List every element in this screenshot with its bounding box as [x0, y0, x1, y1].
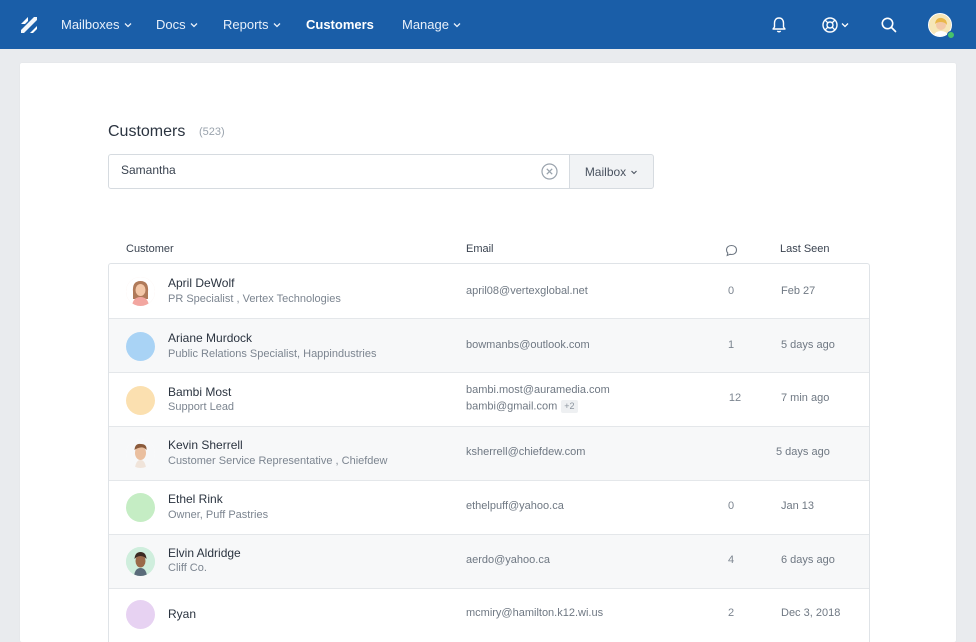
mailbox-filter-button[interactable]: Mailbox [569, 154, 654, 189]
conversation-count: 12 [728, 392, 742, 404]
nav-mailboxes[interactable]: Mailboxes [61, 0, 132, 49]
last-seen: 6 days ago [781, 554, 835, 566]
nav-mailboxes-label: Mailboxes [61, 17, 120, 32]
nav-manage[interactable]: Manage [402, 0, 461, 49]
column-header-email[interactable]: Email [466, 243, 494, 255]
search-input[interactable] [121, 163, 521, 177]
customer-email-secondary-text: bambi@gmail.com [466, 400, 558, 413]
nav-docs[interactable]: Docs [156, 0, 198, 49]
table-row[interactable]: Bambi Most Support Lead bambi.most@auram… [109, 373, 869, 427]
last-seen: 5 days ago [776, 446, 830, 458]
customer-count: (523) [199, 126, 225, 138]
last-seen: 5 days ago [781, 339, 835, 351]
customer-email: ethelpuff@yahoo.ca [466, 500, 564, 512]
nav-docs-label: Docs [156, 17, 186, 32]
customer-email: ksherrell@chiefdew.com [466, 446, 586, 458]
customer-name[interactable]: Kevin Sherrell [168, 438, 243, 452]
customer-email: bambi.most@auramedia.com [466, 384, 610, 396]
customer-subtitle: Customer Service Representative , Chiefd… [168, 455, 388, 467]
customer-email: aerdo@yahoo.ca [466, 554, 550, 566]
customer-subtitle: Owner, Puff Pastries [168, 509, 269, 521]
top-navbar: Mailboxes Docs Reports Customers Manage [0, 0, 976, 49]
customer-avatar [126, 547, 155, 576]
column-header-last-seen[interactable]: Last Seen [780, 243, 830, 255]
search-box [108, 154, 570, 189]
mailbox-filter-label: Mailbox [584, 164, 627, 179]
conversation-count: 2 [727, 607, 735, 619]
table-row[interactable]: Elvin Aldridge Cliff Co. aerdo@yahoo.ca … [109, 535, 869, 589]
more-emails-badge[interactable]: +2 [561, 400, 578, 413]
customer-avatar [126, 386, 155, 415]
clear-search-icon[interactable] [540, 162, 559, 181]
customer-subtitle: Support Lead [168, 401, 235, 413]
chevron-down-icon [631, 170, 638, 174]
table-row[interactable]: Kevin Sherrell Customer Service Represen… [109, 427, 869, 481]
customer-name[interactable]: Ethel Rink [168, 492, 223, 506]
table-row[interactable]: Ryan mcmiry@hamilton.k12.wi.us 2 Dec 3, … [109, 589, 869, 642]
customer-name[interactable]: April DeWolf [168, 276, 235, 290]
table-row[interactable]: Ethel Rink Owner, Puff Pastries ethelpuf… [109, 481, 869, 535]
nav-customers-label: Customers [306, 17, 374, 32]
column-header-customer[interactable]: Customer [126, 243, 174, 255]
customer-email-secondary: bambi@gmail.com +2 [466, 400, 578, 413]
customer-name[interactable]: Ariane Murdock [168, 331, 253, 345]
chat-bubble-icon[interactable] [725, 244, 738, 257]
customer-name[interactable]: Bambi Most [168, 385, 232, 399]
last-seen: Dec 3, 2018 [781, 607, 841, 619]
last-seen: Jan 13 [781, 500, 815, 512]
customer-avatar [126, 439, 155, 468]
table-row[interactable]: Ariane Murdock Public Relations Speciali… [109, 319, 869, 373]
table-row[interactable]: April DeWolf PR Specialist , Vertex Tech… [109, 264, 869, 319]
nav-manage-label: Manage [402, 17, 449, 32]
customer-avatar [126, 600, 155, 629]
conversation-count: 1 [727, 339, 735, 351]
chevron-down-icon [273, 22, 280, 27]
customer-subtitle: Public Relations Specialist, Happindustr… [168, 348, 377, 360]
logo-icon[interactable] [19, 15, 39, 35]
online-status-dot [947, 31, 955, 39]
customer-email: bowmanbs@outlook.com [466, 339, 590, 351]
nav-customers[interactable]: Customers [306, 0, 374, 49]
chevron-down-icon [190, 22, 198, 27]
help-icon[interactable] [820, 14, 854, 36]
customer-email: mcmiry@hamilton.k12.wi.us [466, 607, 604, 619]
user-avatar[interactable] [928, 13, 952, 37]
nav-reports-label: Reports [223, 17, 269, 32]
chevron-down-icon [124, 22, 131, 27]
last-seen: Feb 27 [781, 285, 816, 297]
conversation-count: 0 [727, 285, 735, 297]
customer-name[interactable]: Elvin Aldridge [168, 546, 241, 560]
page-title: Customers [108, 123, 186, 140]
customer-avatar [126, 277, 155, 306]
last-seen: 7 min ago [781, 392, 830, 404]
nav-reports[interactable]: Reports [223, 0, 281, 49]
chevron-down-icon [453, 22, 461, 27]
customers-table: April DeWolf PR Specialist , Vertex Tech… [108, 263, 870, 642]
customer-name[interactable]: Ryan [168, 607, 197, 621]
conversation-count: 4 [727, 554, 735, 566]
customer-subtitle: PR Specialist , Vertex Technologies [168, 293, 341, 305]
customer-avatar [126, 332, 155, 361]
customer-email: april08@vertexglobal.net [466, 285, 588, 297]
search-icon[interactable] [878, 14, 900, 36]
customer-subtitle: Cliff Co. [168, 562, 207, 574]
bell-icon[interactable] [768, 14, 790, 36]
conversation-count: 0 [727, 500, 735, 512]
customer-avatar [126, 493, 155, 522]
